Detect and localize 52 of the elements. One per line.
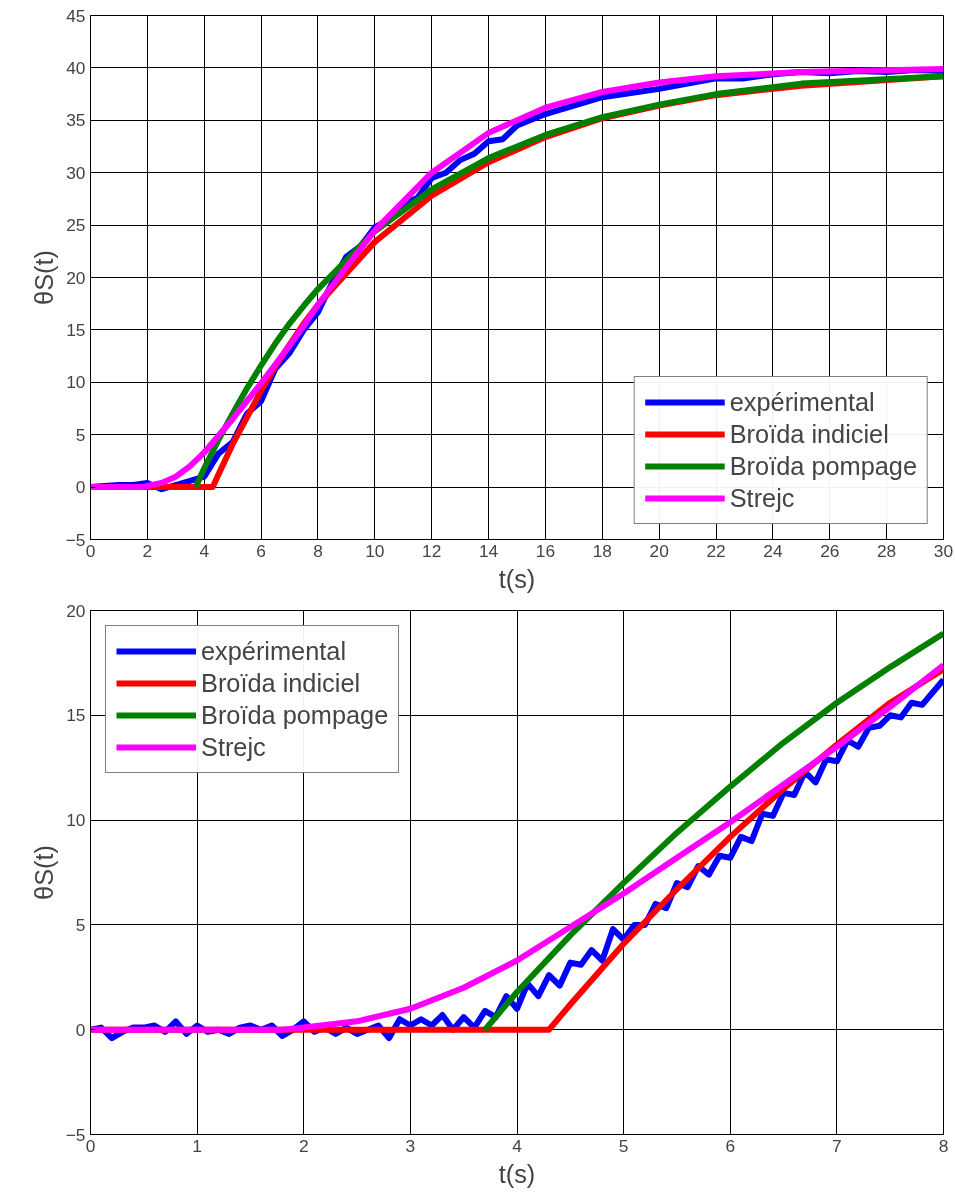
legend-label: expérimental [201, 636, 347, 666]
x-tick-label: 12 [422, 540, 442, 561]
x-tick-label: 24 [763, 540, 783, 561]
y-tick-label: −5 [65, 1124, 86, 1145]
x-axis-title: t(s) [498, 564, 536, 593]
legend-label: expérimental [729, 387, 875, 417]
legend-label: Broïda indiciel [729, 419, 889, 449]
x-tick-label: 4 [199, 540, 210, 561]
x-tick-label: 4 [512, 1135, 523, 1156]
x-tick-label: 1 [192, 1135, 202, 1156]
y-tick-label: 15 [66, 319, 86, 340]
y-tick-label: 0 [75, 477, 86, 498]
y-tick-label: 5 [75, 914, 86, 935]
y-tick-label: −5 [65, 529, 86, 550]
y-axis-title: θS(t) [29, 845, 58, 900]
x-tick-label: 18 [592, 540, 612, 561]
x-tick-label: 2 [142, 540, 153, 561]
y-tick-label: 30 [66, 162, 86, 183]
y-tick-label: 0 [75, 1019, 86, 1040]
x-tick-label: 28 [877, 540, 897, 561]
legend-label: Broïda pompage [729, 451, 917, 481]
y-tick-label: 20 [66, 600, 86, 621]
legend-label: Broïda indiciel [201, 668, 361, 698]
x-tick-label: 30 [933, 540, 954, 561]
x-tick-label: 10 [365, 540, 385, 561]
y-tick-label: 20 [66, 267, 86, 288]
x-tick-label: 26 [820, 540, 840, 561]
y-tick-label: 10 [66, 810, 86, 831]
x-axis-title: t(s) [498, 1159, 536, 1188]
y-tick-label: 5 [75, 424, 86, 445]
legend-label: Strejc [201, 732, 266, 762]
y-tick-label: 25 [66, 215, 86, 236]
y-tick-label: 35 [66, 110, 86, 131]
y-axis-title: θS(t) [29, 250, 58, 305]
x-tick-label: 20 [649, 540, 669, 561]
x-tick-label: 7 [832, 1135, 842, 1156]
x-tick-label: 3 [405, 1135, 416, 1156]
x-tick-label: 8 [313, 540, 323, 561]
x-tick-label: 6 [256, 540, 266, 561]
y-tick-label: 40 [66, 57, 86, 78]
y-tick-label: 45 [66, 5, 86, 26]
y-tick-label: 15 [66, 705, 86, 726]
legend-label: Broïda pompage [201, 700, 389, 730]
y-tick-label: 10 [66, 372, 86, 393]
x-tick-label: 6 [725, 1135, 736, 1156]
x-tick-label: 16 [535, 540, 556, 561]
legend-label: Strejc [729, 483, 795, 513]
x-tick-label: 8 [938, 1135, 949, 1156]
x-tick-label: 5 [618, 1135, 629, 1156]
x-tick-label: 2 [298, 1135, 309, 1156]
x-tick-label: 14 [478, 540, 499, 561]
x-tick-label: 22 [706, 540, 726, 561]
